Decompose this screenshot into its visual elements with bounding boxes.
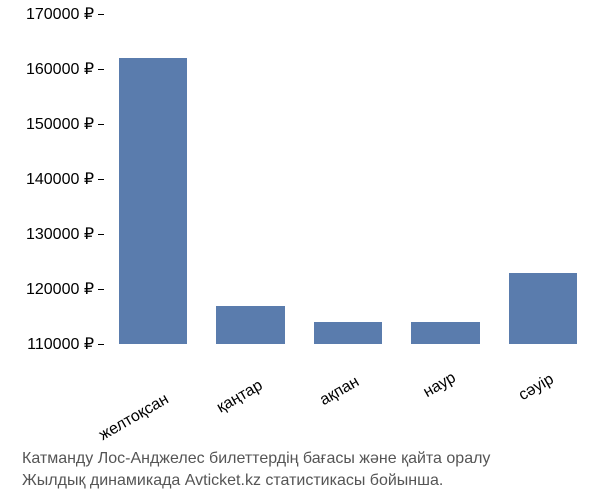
y-tick-label: 150000 ₽ bbox=[26, 114, 94, 134]
chart-caption: Катманду Лос-Анджелес билеттердің бағасы… bbox=[22, 448, 490, 493]
y-tick-label: 140000 ₽ bbox=[26, 169, 94, 189]
caption-line-2: Жылдық динамикада Avticket.kz статистика… bbox=[22, 470, 490, 492]
caption-line-1: Катманду Лос-Анджелес билеттердің бағасы… bbox=[22, 448, 490, 470]
x-tick-label: ақпан bbox=[317, 373, 363, 410]
bar bbox=[411, 322, 479, 344]
x-tick-label: желтоқсан bbox=[96, 391, 172, 445]
bar bbox=[119, 58, 187, 344]
x-tick-label: сәуір bbox=[516, 371, 557, 405]
bar bbox=[314, 322, 382, 344]
plot-area: 110000 ₽120000 ₽130000 ₽140000 ₽150000 ₽… bbox=[104, 14, 592, 344]
y-tick-mark bbox=[98, 234, 104, 235]
y-tick-mark bbox=[98, 124, 104, 125]
bar bbox=[216, 306, 284, 345]
y-tick-label: 160000 ₽ bbox=[26, 59, 94, 79]
x-tick-label: наур bbox=[421, 369, 460, 402]
y-tick-label: 130000 ₽ bbox=[26, 224, 94, 244]
y-tick-mark bbox=[98, 344, 104, 345]
y-tick-mark bbox=[98, 179, 104, 180]
y-tick-label: 110000 ₽ bbox=[27, 334, 94, 354]
y-tick-mark bbox=[98, 14, 104, 15]
y-tick-mark bbox=[98, 69, 104, 70]
chart-container: 110000 ₽ 120000 ₽ 130000 ₽ 140000 ₽ 150000 ₽… bbox=[0, 0, 600, 500]
y-tick-label: 170000 ₽ bbox=[26, 4, 94, 24]
y-tick-mark bbox=[98, 289, 104, 290]
y-tick-label: 120000 ₽ bbox=[26, 279, 94, 299]
x-tick-label: қаңтар bbox=[214, 377, 266, 417]
bar bbox=[509, 273, 577, 345]
